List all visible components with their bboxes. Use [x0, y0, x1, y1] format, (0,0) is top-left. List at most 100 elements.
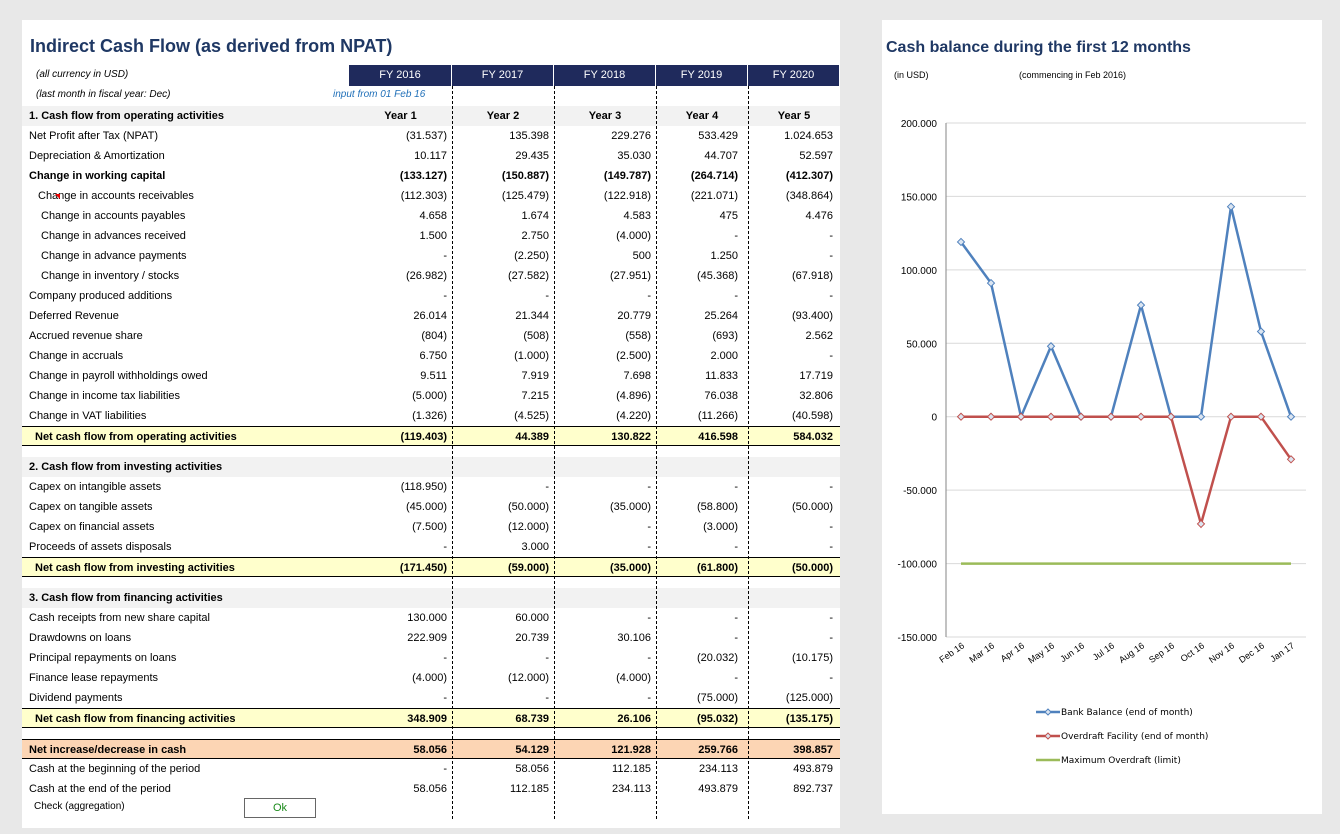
- cell-value[interactable]: -: [647, 521, 651, 533]
- cell-value[interactable]: (133.127): [399, 170, 447, 182]
- cell-value[interactable]: (35.000): [610, 501, 651, 513]
- cell-value[interactable]: (693): [712, 330, 738, 342]
- cell-value[interactable]: (93.400): [792, 310, 833, 322]
- cell-value[interactable]: (11.266): [697, 410, 738, 422]
- cell-value[interactable]: (125.479): [501, 190, 549, 202]
- cell-value[interactable]: -: [734, 290, 738, 302]
- cell-value[interactable]: (508): [523, 330, 549, 342]
- cell-value[interactable]: 25.264: [704, 310, 738, 322]
- cell-value[interactable]: -: [443, 290, 447, 302]
- cell-value[interactable]: -: [829, 541, 833, 553]
- cell-value[interactable]: (3.000): [703, 521, 738, 533]
- cell-value[interactable]: -: [734, 632, 738, 644]
- check-ok-cell[interactable]: Ok: [244, 798, 316, 818]
- cell-value[interactable]: (119.403): [400, 431, 447, 443]
- cell-value[interactable]: 2.562: [805, 330, 833, 342]
- cell-value[interactable]: (35.000): [610, 562, 651, 574]
- cell-value[interactable]: 7.698: [623, 370, 651, 382]
- cell-value[interactable]: -: [443, 652, 447, 664]
- cell-value[interactable]: (59.000): [508, 562, 549, 574]
- cell-value[interactable]: -: [647, 481, 651, 493]
- cell-value[interactable]: 1.674: [521, 210, 549, 222]
- cell-value[interactable]: -: [443, 692, 447, 704]
- cell-value[interactable]: -: [829, 632, 833, 644]
- cell-value[interactable]: (4.220): [616, 410, 651, 422]
- cell-value[interactable]: 26.106: [617, 713, 651, 725]
- cell-value[interactable]: 17.719: [799, 370, 833, 382]
- cell-value[interactable]: -: [829, 481, 833, 493]
- cell-value[interactable]: -: [734, 612, 738, 624]
- cell-value[interactable]: -: [545, 652, 549, 664]
- cell-value[interactable]: (45.368): [697, 270, 738, 282]
- cell-value[interactable]: 121.928: [611, 744, 651, 756]
- cell-value[interactable]: 30.106: [617, 632, 651, 644]
- cell-value[interactable]: (4.525): [514, 410, 549, 422]
- cell-value[interactable]: (10.175): [792, 652, 833, 664]
- cell-value[interactable]: (61.800): [697, 562, 738, 574]
- cell-value[interactable]: 1.500: [419, 230, 447, 242]
- cell-value[interactable]: (5.000): [412, 390, 447, 402]
- cell-value[interactable]: 398.857: [793, 744, 833, 756]
- cell-value[interactable]: (7.500): [412, 521, 447, 533]
- cell-value[interactable]: 10.117: [414, 150, 447, 162]
- cell-value[interactable]: 1.024.653: [784, 130, 833, 142]
- cell-value[interactable]: 533.429: [698, 130, 738, 142]
- cell-value[interactable]: 130.000: [407, 612, 447, 624]
- cell-value[interactable]: -: [647, 692, 651, 704]
- cell-value[interactable]: 135.398: [509, 130, 549, 142]
- cell-value[interactable]: 130.822: [611, 431, 651, 443]
- cell-value[interactable]: -: [734, 541, 738, 553]
- cell-value[interactable]: 3.000: [521, 541, 549, 553]
- cell-value[interactable]: 32.806: [799, 390, 833, 402]
- cell-value[interactable]: -: [443, 250, 447, 262]
- cell-value[interactable]: Year 4: [685, 110, 719, 122]
- cell-value[interactable]: -: [829, 612, 833, 624]
- cell-value[interactable]: (112.303): [400, 190, 447, 202]
- cell-value[interactable]: (412.307): [785, 170, 833, 182]
- input-note[interactable]: input from 01 Feb 16: [333, 89, 426, 100]
- cell-value[interactable]: (50.000): [508, 501, 549, 513]
- cell-value[interactable]: Year 3: [588, 110, 622, 122]
- cell-value[interactable]: 892.737: [793, 783, 833, 795]
- cell-value[interactable]: -: [734, 230, 738, 242]
- cell-value[interactable]: (40.598): [792, 410, 833, 422]
- cell-value[interactable]: (221.071): [690, 190, 738, 202]
- cell-value[interactable]: 20.779: [617, 310, 651, 322]
- cell-value[interactable]: (4.000): [412, 672, 447, 684]
- cell-value[interactable]: (45.000): [406, 501, 447, 513]
- cell-value[interactable]: Year 1: [384, 110, 417, 122]
- cell-value[interactable]: (12.000): [508, 672, 549, 684]
- cell-value[interactable]: 584.032: [793, 431, 833, 443]
- comment-marker-icon[interactable]: [55, 194, 60, 199]
- cell-value[interactable]: (4.000): [616, 230, 651, 242]
- cell-value[interactable]: (67.918): [792, 270, 833, 282]
- cell-value[interactable]: -: [647, 612, 651, 624]
- cell-value[interactable]: (95.032): [697, 713, 738, 725]
- cell-value[interactable]: (804): [421, 330, 447, 342]
- cell-value[interactable]: 20.739: [515, 632, 549, 644]
- cell-value[interactable]: 4.476: [805, 210, 833, 222]
- cell-value[interactable]: -: [647, 652, 651, 664]
- cell-value[interactable]: 58.056: [413, 783, 447, 795]
- cell-value[interactable]: -: [443, 763, 447, 775]
- cell-value[interactable]: 2.000: [710, 350, 738, 362]
- cell-value[interactable]: (1.326): [412, 410, 447, 422]
- cell-value[interactable]: Year 5: [777, 110, 811, 122]
- cell-value[interactable]: 416.598: [698, 431, 738, 443]
- cell-value[interactable]: -: [647, 290, 651, 302]
- cell-value[interactable]: -: [829, 521, 833, 533]
- cell-value[interactable]: (171.450): [399, 562, 447, 574]
- cell-value[interactable]: (26.982): [406, 270, 447, 282]
- cell-value[interactable]: 7.215: [521, 390, 549, 402]
- cell-value[interactable]: 58.056: [413, 744, 447, 756]
- cell-value[interactable]: 1.250: [710, 250, 738, 262]
- cell-value[interactable]: 60.000: [515, 612, 549, 624]
- cell-value[interactable]: (149.787): [603, 170, 651, 182]
- cell-value[interactable]: 112.185: [612, 763, 651, 775]
- cell-value[interactable]: -: [829, 230, 833, 242]
- cell-value[interactable]: 348.909: [407, 713, 447, 725]
- cell-value[interactable]: (75.000): [697, 692, 738, 704]
- cell-value[interactable]: 2.750: [521, 230, 549, 242]
- cell-value[interactable]: (264.714): [690, 170, 738, 182]
- cell-value[interactable]: 234.113: [612, 783, 651, 795]
